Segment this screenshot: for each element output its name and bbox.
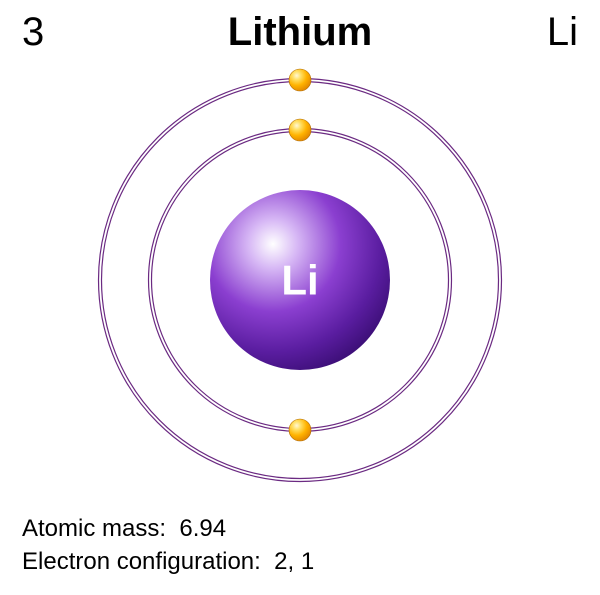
electron-config-label: Electron configuration: [22,548,274,575]
electron-shell2-1 [289,69,311,91]
atomic-mass-label: Atomic mass: [22,515,179,542]
electron-config-row: Electron configuration: 2, 1 [22,545,314,579]
atomic-mass-value: 6.94 [179,515,226,542]
atomic-mass-row: Atomic mass: 6.94 [22,512,314,546]
info-block: Atomic mass: 6.94 Electron configuration… [22,512,314,579]
atom-diagram: Li [0,60,600,500]
electron-shell1-2 [289,419,311,441]
element-name: Lithium [0,10,600,55]
electron-config-value: 2, 1 [274,548,314,575]
nucleus-label: Li [281,257,318,304]
element-symbol: Li [547,10,578,55]
electron-shell1-1 [289,119,311,141]
element-card: 3 Lithium Li Li Atomic mass: 6.94 Electr… [0,0,600,595]
